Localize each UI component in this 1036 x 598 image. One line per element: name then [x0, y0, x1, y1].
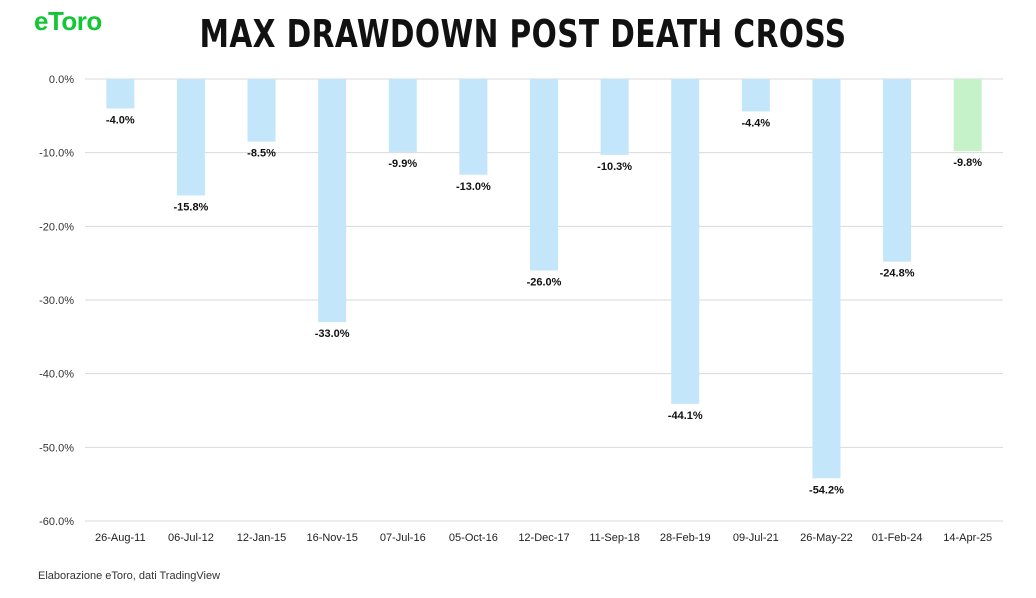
x-tick-label: 11-Sep-18	[589, 532, 640, 544]
data-label: -13.0%	[456, 181, 491, 193]
bar	[953, 79, 982, 152]
x-tick-label: 12-Dec-17	[518, 532, 569, 544]
data-label: -26.0%	[527, 277, 562, 289]
x-tick-label: 09-Jul-21	[733, 532, 779, 544]
data-label: -15.8%	[173, 201, 208, 213]
x-tick-label: 28-Feb-19	[660, 532, 711, 544]
bar	[247, 79, 276, 142]
x-tick-label: 01-Feb-24	[872, 532, 923, 544]
bar	[530, 79, 558, 271]
x-tick-label: 06-Jul-12	[168, 532, 214, 544]
etoro-logo: eToro	[34, 6, 102, 36]
x-tick-label: 05-Oct-16	[449, 532, 498, 544]
x-tick-label: 14-Apr-25	[943, 532, 992, 544]
data-label: -4.4%	[741, 117, 770, 129]
y-axis: 0.0% -10.0% -20.0% -30.0% -40.0% -50.0% -60.0%	[39, 74, 74, 528]
data-label: -4.0%	[106, 114, 135, 126]
y-tick-label: -10.0%	[39, 148, 74, 160]
x-tick-label: 12-Jan-15	[237, 532, 287, 544]
bar	[883, 79, 912, 262]
bar	[600, 79, 629, 155]
data-label: -10.3%	[597, 161, 632, 173]
bars	[106, 79, 982, 479]
source-note: Elaborazione eToro, dati TradingView	[38, 570, 221, 582]
y-tick-label: -50.0%	[39, 442, 74, 454]
bar	[459, 79, 488, 175]
chart-title: MAX DRAWDOWN POST DEATH CROSS	[199, 12, 847, 56]
x-tick-label: 26-Aug-11	[95, 532, 146, 544]
bar	[671, 79, 700, 404]
data-label: -44.1%	[668, 410, 703, 422]
data-label: -24.8%	[880, 268, 915, 280]
x-axis: 26-Aug-11 06-Jul-12 12-Jan-15 16-Nov-15 07-J…	[95, 532, 992, 544]
data-label: -54.2%	[809, 484, 844, 496]
data-label: -8.5%	[247, 148, 276, 160]
x-tick-label: 07-Jul-16	[380, 532, 426, 544]
x-tick-label: 16-Nov-15	[306, 532, 357, 544]
x-tick-label: 26-May-22	[800, 532, 853, 544]
bar	[388, 79, 417, 152]
bar	[106, 79, 135, 109]
y-tick-label: -30.0%	[39, 295, 74, 307]
bar	[741, 79, 770, 112]
bar	[176, 79, 205, 196]
y-tick-label: -40.0%	[39, 369, 74, 381]
data-label: -33.0%	[315, 328, 350, 340]
y-tick-label: 0.0%	[49, 74, 74, 86]
y-tick-label: -20.0%	[39, 221, 74, 233]
data-label: -9.8%	[953, 157, 982, 169]
bar	[812, 79, 841, 479]
data-labels: -4.0% -15.8% -8.5% -33.0% -9.9% -13.0% -26.0% -…	[106, 114, 982, 496]
y-tick-label: -60.0%	[39, 516, 74, 528]
bar	[318, 79, 347, 323]
data-label: -9.9%	[388, 158, 417, 170]
